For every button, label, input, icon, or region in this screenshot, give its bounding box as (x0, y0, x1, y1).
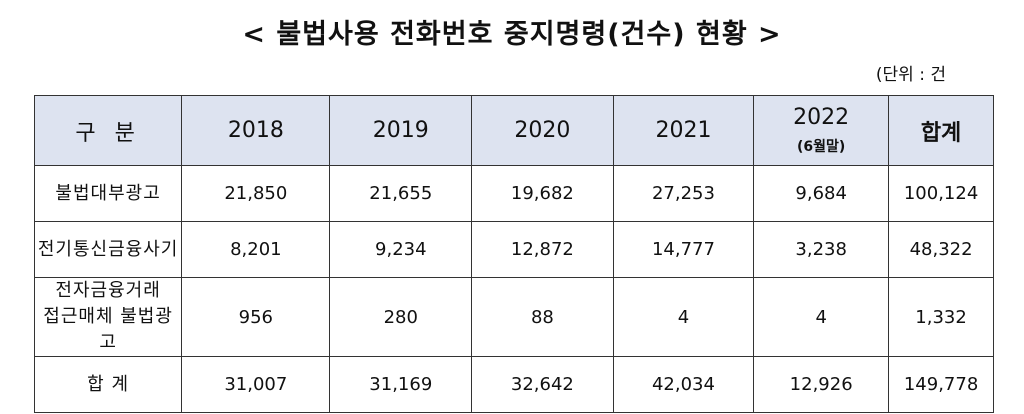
cell-value: 19,682 (471, 165, 614, 222)
cell-value: 3,238 (753, 221, 890, 278)
row-label: 전자금융거래 접근매체 불법광고 (33, 277, 183, 357)
unit-note: (단위 : 건 (875, 65, 946, 85)
table-row: 전기통신금융사기 8,201 9,234 12,872 14,777 3,238… (33, 221, 994, 278)
header-year-2022-label: 2022 (793, 105, 850, 130)
cell-value: 12,872 (471, 221, 614, 278)
page-title: < 불법사용 전화번호 중지명령(건수) 현황 > (242, 19, 782, 50)
cell-value: 9,684 (753, 165, 890, 222)
cell-value: 32,642 (471, 356, 614, 413)
cell-value: 8,201 (181, 221, 331, 278)
cell-value: 4 (753, 277, 890, 357)
header-category: 구 분 (33, 95, 183, 166)
cell-value: 280 (329, 277, 473, 357)
cell-value: 31,169 (329, 356, 473, 413)
row-label: 전기통신금융사기 (33, 221, 183, 278)
row-label-line2: 접근매체 불법광고 (43, 306, 173, 353)
table-row-total: 합 계 31,007 31,169 32,642 42,034 12,926 1… (33, 356, 994, 413)
statistics-table: 구 분 2018 2019 2020 2021 2022 (6월말) 합계 불법… (33, 95, 994, 413)
cell-value: 88 (471, 277, 614, 357)
cell-value: 12,926 (753, 356, 890, 413)
cell-value: 27,253 (612, 165, 755, 222)
cell-value: 14,777 (612, 221, 755, 278)
row-label: 불법대부광고 (33, 165, 183, 222)
header-year-2020: 2020 (471, 95, 614, 166)
cell-value: 9,234 (329, 221, 473, 278)
cell-value: 956 (181, 277, 331, 357)
cell-total: 100,124 (888, 165, 994, 222)
cell-value: 4 (612, 277, 755, 357)
cell-total: 48,322 (888, 221, 994, 278)
table-row: 불법대부광고 21,850 21,655 19,682 27,253 9,684… (33, 165, 994, 222)
row-label-total: 합 계 (33, 356, 183, 413)
cell-value: 42,034 (612, 356, 755, 413)
header-year-2022: 2022 (6월말) (753, 95, 890, 166)
header-year-2019: 2019 (329, 95, 473, 166)
header-year-2021: 2021 (612, 95, 755, 166)
table-row: 전자금융거래 접근매체 불법광고 956 280 88 4 4 1,332 (33, 277, 994, 357)
cell-value: 31,007 (181, 356, 331, 413)
table-header-row: 구 분 2018 2019 2020 2021 2022 (6월말) 합계 (33, 95, 994, 166)
row-label-line1: 전자금융거래 (55, 280, 161, 301)
cell-value: 21,850 (181, 165, 331, 222)
cell-total: 1,332 (888, 277, 994, 357)
cell-total: 149,778 (888, 356, 994, 413)
header-year-2018: 2018 (181, 95, 331, 166)
header-year-2022-note: (6월말) (797, 139, 846, 155)
header-total: 합계 (888, 95, 994, 166)
cell-value: 21,655 (329, 165, 473, 222)
